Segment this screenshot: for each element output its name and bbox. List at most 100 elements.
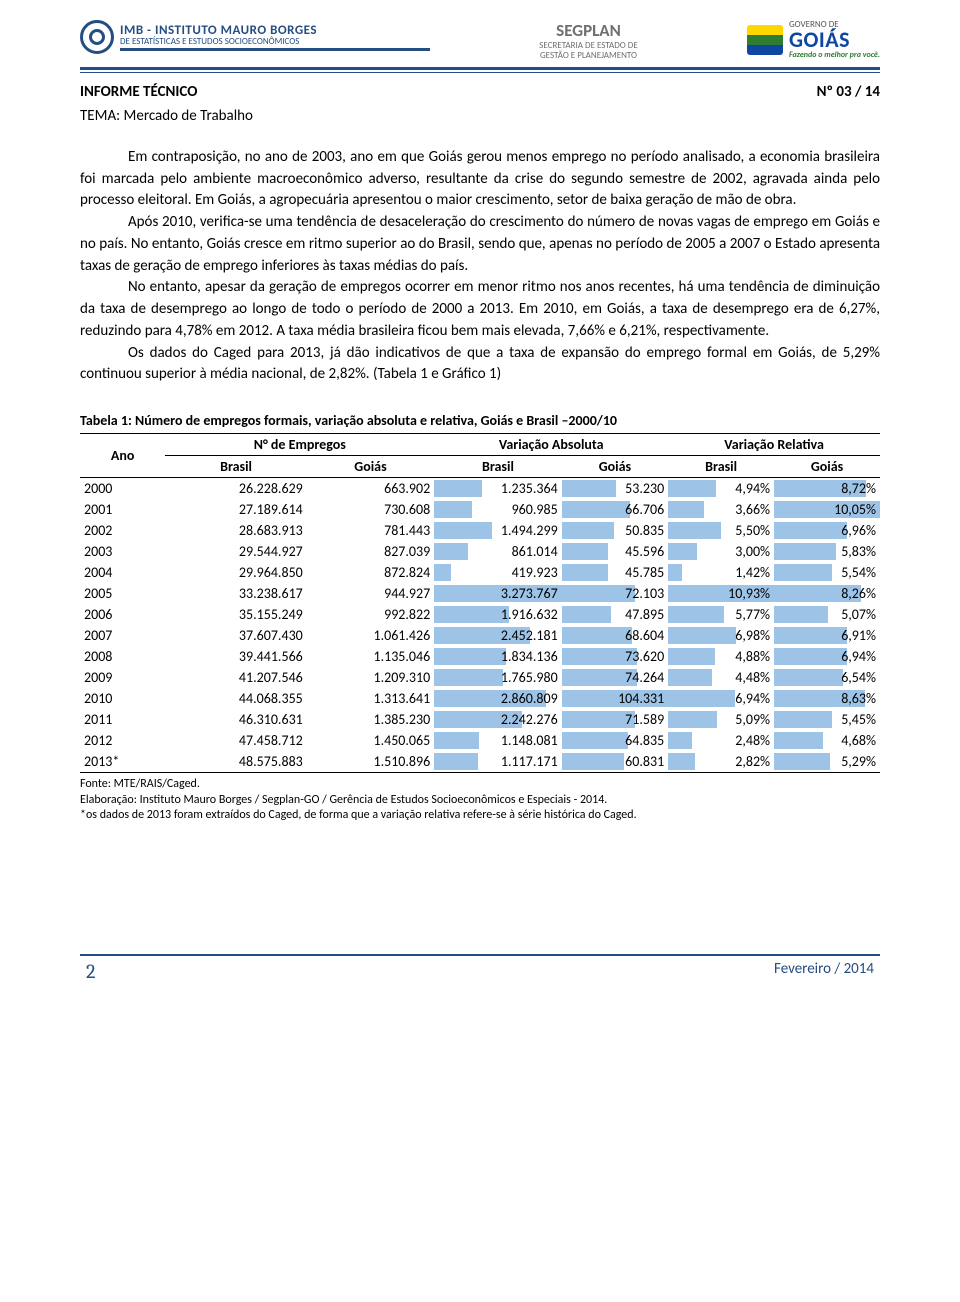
goias-title: GOIÁS — [789, 29, 880, 51]
table-cell: 2013* — [80, 751, 165, 773]
table-bar-cell: 8,63% — [774, 688, 880, 709]
data-table: Ano N° de Empregos Variação Absoluta Var… — [80, 433, 880, 773]
table-cell: 1.313.641 — [307, 688, 434, 709]
table-cell: 2006 — [80, 604, 165, 625]
table-bar-cell: 6,94% — [774, 646, 880, 667]
table-cell: 2010 — [80, 688, 165, 709]
table-bar-cell: 10,05% — [774, 499, 880, 520]
table-row: 200127.189.614730.608960.98566.7063,66%1… — [80, 499, 880, 520]
footer-row: 2 Fevereiro / 2014 — [80, 956, 880, 983]
table-bar-cell: 2.452.181 — [434, 625, 561, 646]
informe-label: INFORME TÉCNICO — [80, 83, 197, 101]
table-row: 200533.238.617944.9273.273.76772.10310,9… — [80, 583, 880, 604]
table-cell: 1.209.310 — [307, 667, 434, 688]
table-cell: 730.608 — [307, 499, 434, 520]
table-bar-cell: 6,94% — [668, 688, 774, 709]
table-bar-cell: 5,09% — [668, 709, 774, 730]
table-cell: 2007 — [80, 625, 165, 646]
table-bar-cell: 5,50% — [668, 520, 774, 541]
table-cell: 39.441.566 — [165, 646, 306, 667]
th-vabs: Variação Absoluta — [434, 434, 668, 456]
table-cell: 2012 — [80, 730, 165, 751]
table-body: 200026.228.629663.9021.235.36453.2304,94… — [80, 478, 880, 773]
table-cell: 2003 — [80, 541, 165, 562]
table-cell: 2001 — [80, 499, 165, 520]
table-bar-cell: 861.014 — [434, 541, 561, 562]
table-bar-cell: 6,98% — [668, 625, 774, 646]
table-bar-cell: 5,77% — [668, 604, 774, 625]
table-row: 201044.068.3551.313.6412.860.809104.3316… — [80, 688, 880, 709]
table-bar-cell: 5,54% — [774, 562, 880, 583]
table-bar-cell: 45.596 — [562, 541, 669, 562]
goias-block: GOVERNO DE GOIÁS Fazendo o melhor pra vo… — [747, 20, 880, 59]
table-note-3: *os dados de 2013 foram extraídos do Cag… — [80, 808, 880, 824]
table-bar-cell: 53.230 — [562, 478, 669, 500]
imb-logo-block: IMB - INSTITUTO MAURO BORGES DE ESTATÍST… — [80, 20, 430, 54]
table-bar-cell: 1.916.632 — [434, 604, 561, 625]
table-row: 200737.607.4301.061.4262.452.18168.6046,… — [80, 625, 880, 646]
th-ano: Ano — [80, 434, 165, 478]
table-cell: 663.902 — [307, 478, 434, 500]
table-cell: 2009 — [80, 667, 165, 688]
table-bar-cell: 4,68% — [774, 730, 880, 751]
paragraph-2: Após 2010, verifica-se uma tendência de … — [80, 212, 880, 277]
paragraph-4: Os dados do Caged para 2013, já dão indi… — [80, 343, 880, 387]
th-vabs-br: Brasil — [434, 456, 561, 478]
table-bar-cell: 2,82% — [668, 751, 774, 773]
table-bar-cell: 74.264 — [562, 667, 669, 688]
table-notes: Fonte: MTE/RAIS/Caged. Elaboração: Insti… — [80, 777, 880, 824]
table-cell: 33.238.617 — [165, 583, 306, 604]
table-bar-cell: 73.620 — [562, 646, 669, 667]
table-bar-cell: 419.923 — [434, 562, 561, 583]
th-vrel: Variação Relativa — [668, 434, 880, 456]
table-cell: 2002 — [80, 520, 165, 541]
th-emp-go: Goiás — [307, 456, 434, 478]
table-bar-cell: 64.835 — [562, 730, 669, 751]
table-row: 200635.155.249992.8221.916.63247.8955,77… — [80, 604, 880, 625]
table-cell: 2000 — [80, 478, 165, 500]
paragraph-3: No entanto, apesar da geração de emprego… — [80, 277, 880, 342]
footer-date: Fevereiro / 2014 — [774, 960, 874, 983]
header-rule-thin — [80, 72, 880, 73]
table-bar-cell: 5,29% — [774, 751, 880, 773]
table-bar-cell: 6,54% — [774, 667, 880, 688]
table-cell: 2008 — [80, 646, 165, 667]
table-bar-cell: 5,07% — [774, 604, 880, 625]
table-cell: 27.189.614 — [165, 499, 306, 520]
table-cell: 1.061.426 — [307, 625, 434, 646]
table-bar-cell: 4,88% — [668, 646, 774, 667]
table-bar-cell: 3,00% — [668, 541, 774, 562]
table-bar-cell: 8,26% — [774, 583, 880, 604]
informe-row: INFORME TÉCNICO Nº 03 / 14 — [80, 83, 880, 101]
th-vrel-go: Goiás — [774, 456, 880, 478]
table-cell: 29.964.850 — [165, 562, 306, 583]
table-bar-cell: 71.589 — [562, 709, 669, 730]
table-cell: 781.443 — [307, 520, 434, 541]
table-cell: 44.068.355 — [165, 688, 306, 709]
table-bar-cell: 8,72% — [774, 478, 880, 500]
table-row: 201247.458.7121.450.0651.148.08164.8352,… — [80, 730, 880, 751]
table-cell: 872.824 — [307, 562, 434, 583]
table-cell: 2005 — [80, 583, 165, 604]
table-bar-cell: 66.706 — [562, 499, 669, 520]
th-vabs-go: Goiás — [562, 456, 669, 478]
table-row: 200429.964.850872.824419.92345.7851,42%5… — [80, 562, 880, 583]
table-caption: Tabela 1: Número de empregos formais, va… — [80, 412, 880, 429]
table-bar-cell: 960.985 — [434, 499, 561, 520]
table-bar-cell: 10,93% — [668, 583, 774, 604]
table-cell: 1.450.065 — [307, 730, 434, 751]
paragraph-1: Em contraposição, no ano de 2003, ano em… — [80, 147, 880, 212]
table-bar-cell: 6,91% — [774, 625, 880, 646]
table-row: 200839.441.5661.135.0461.834.13673.6204,… — [80, 646, 880, 667]
table-row: 201146.310.6311.385.2302.242.27671.5895,… — [80, 709, 880, 730]
table-cell: 26.228.629 — [165, 478, 306, 500]
table-cell: 944.927 — [307, 583, 434, 604]
table-bar-cell: 2.860.809 — [434, 688, 561, 709]
segplan-sub2: GESTÃO E PLANEJAMENTO — [440, 51, 737, 61]
table-cell: 1.510.896 — [307, 751, 434, 773]
table-bar-cell: 1.494.299 — [434, 520, 561, 541]
table-bar-cell: 50.835 — [562, 520, 669, 541]
table-bar-cell: 6,96% — [774, 520, 880, 541]
page: IMB - INSTITUTO MAURO BORGES DE ESTATÍST… — [0, 0, 960, 1302]
table-cell: 37.607.430 — [165, 625, 306, 646]
